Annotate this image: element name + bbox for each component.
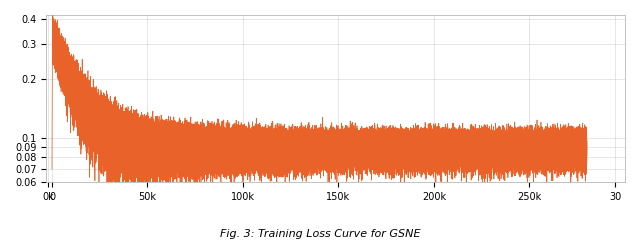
Text: Fig. 3: Training Loss Curve for GSNE: Fig. 3: Training Loss Curve for GSNE [220,229,420,239]
